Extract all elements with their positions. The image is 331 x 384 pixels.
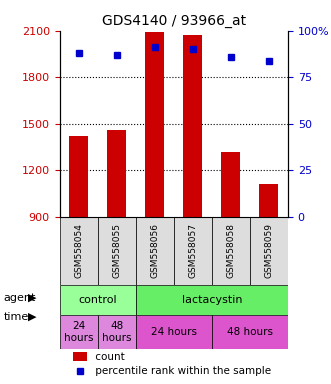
- Text: 48 hours: 48 hours: [227, 327, 273, 337]
- Text: percentile rank within the sample: percentile rank within the sample: [92, 366, 271, 376]
- FancyBboxPatch shape: [174, 217, 212, 285]
- FancyBboxPatch shape: [60, 285, 136, 315]
- Title: GDS4140 / 93966_at: GDS4140 / 93966_at: [102, 14, 246, 28]
- Text: ▶: ▶: [28, 293, 37, 303]
- Text: time: time: [3, 312, 28, 322]
- Text: GSM558058: GSM558058: [226, 223, 235, 278]
- Text: control: control: [78, 295, 117, 305]
- FancyBboxPatch shape: [212, 315, 288, 349]
- Bar: [145, 32, 164, 217]
- Text: ▶: ▶: [28, 312, 37, 322]
- Text: GSM558055: GSM558055: [112, 223, 121, 278]
- Text: GSM558057: GSM558057: [188, 223, 197, 278]
- Text: lactacystin: lactacystin: [182, 295, 242, 305]
- Bar: [107, 130, 126, 217]
- FancyBboxPatch shape: [136, 217, 174, 285]
- Text: 48
hours: 48 hours: [102, 321, 131, 343]
- FancyBboxPatch shape: [136, 315, 212, 349]
- Text: GSM558056: GSM558056: [150, 223, 159, 278]
- Text: 24
hours: 24 hours: [64, 321, 93, 343]
- Bar: [183, 35, 202, 217]
- Text: 24 hours: 24 hours: [151, 327, 197, 337]
- FancyBboxPatch shape: [60, 315, 98, 349]
- Bar: [69, 136, 88, 217]
- FancyBboxPatch shape: [136, 285, 288, 315]
- Bar: [73, 352, 87, 361]
- Bar: [221, 152, 240, 217]
- FancyBboxPatch shape: [250, 217, 288, 285]
- Text: agent: agent: [3, 293, 36, 303]
- Text: GSM558054: GSM558054: [74, 223, 83, 278]
- Text: GSM558059: GSM558059: [264, 223, 273, 278]
- Bar: [260, 184, 278, 217]
- FancyBboxPatch shape: [98, 217, 136, 285]
- Text: count: count: [92, 352, 124, 362]
- FancyBboxPatch shape: [212, 217, 250, 285]
- FancyBboxPatch shape: [98, 315, 136, 349]
- FancyBboxPatch shape: [60, 217, 98, 285]
